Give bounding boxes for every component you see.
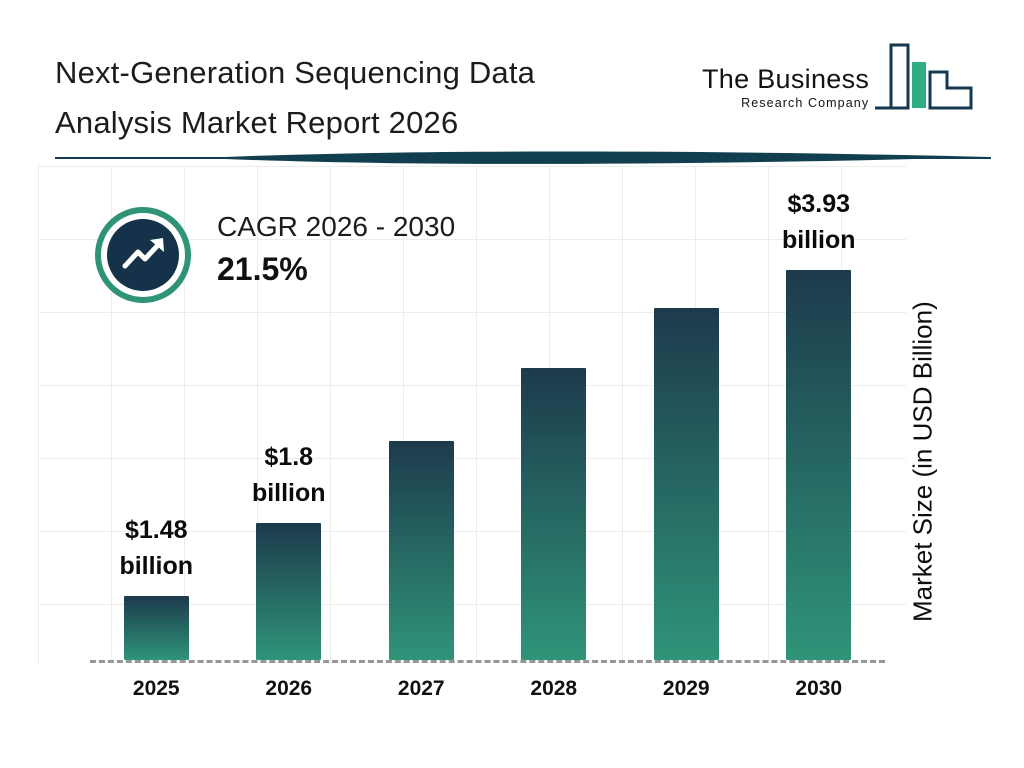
cagr-text: CAGR 2026 - 2030 21.5% bbox=[217, 211, 455, 288]
bar-chart: $1.48 billion $1.8 billion $3.93 billion 2… bbox=[90, 175, 885, 700]
bars-row: $1.48 billion $1.8 billion $3.93 billion bbox=[90, 175, 885, 663]
x-tick-2026: 2026 bbox=[265, 677, 313, 700]
bar-2029 bbox=[653, 308, 719, 660]
cagr-value: 21.5% bbox=[217, 251, 308, 287]
x-tick-2030: 2030 bbox=[795, 677, 843, 700]
logo-text: The Business Research Company bbox=[702, 64, 869, 110]
bar-column-2030: $3.93 billion bbox=[753, 175, 886, 660]
bar-column-2029 bbox=[620, 175, 753, 660]
bar-value-label-2025: $1.48 billion bbox=[119, 515, 194, 580]
bar-value-label-2026: $1.8 billion bbox=[251, 442, 326, 507]
cagr-label: CAGR 2026 - 2030 bbox=[217, 211, 456, 242]
logo-subname: Research Company bbox=[741, 96, 870, 110]
bar-2026 bbox=[256, 523, 322, 660]
x-axis-ticks: 2025 2026 2027 2028 2029 2030 bbox=[90, 677, 885, 701]
page-title: Next-Generation Sequencing Data Analysis… bbox=[55, 55, 536, 140]
y-axis-label: Market Size (in USD Billion) bbox=[907, 301, 938, 623]
divider-swoosh bbox=[55, 151, 991, 164]
x-tick-2029: 2029 bbox=[662, 677, 710, 700]
bar-2025 bbox=[123, 596, 189, 660]
bar-2030 bbox=[786, 270, 852, 660]
cagr-badge: CAGR 2026 - 2030 21.5% bbox=[93, 205, 455, 305]
x-tick-2025: 2025 bbox=[132, 677, 180, 700]
bar-column-2028 bbox=[488, 175, 621, 660]
x-tick-2028: 2028 bbox=[530, 677, 578, 700]
bar-column-2025: $1.48 billion bbox=[90, 175, 223, 660]
growth-arrow-icon bbox=[95, 207, 191, 303]
logo-name: The Business bbox=[702, 64, 870, 94]
bar-column-2026: $1.8 billion bbox=[223, 175, 356, 660]
bar-2028 bbox=[521, 368, 587, 660]
bar-chart-logo-icon bbox=[875, 43, 973, 110]
bar-value-label-2030: $3.93 billion bbox=[781, 189, 856, 254]
bar-2027 bbox=[388, 441, 454, 660]
company-logo: The Business Research Company bbox=[702, 43, 977, 120]
bar-column-2027 bbox=[355, 175, 488, 660]
x-tick-2027: 2027 bbox=[397, 677, 445, 700]
